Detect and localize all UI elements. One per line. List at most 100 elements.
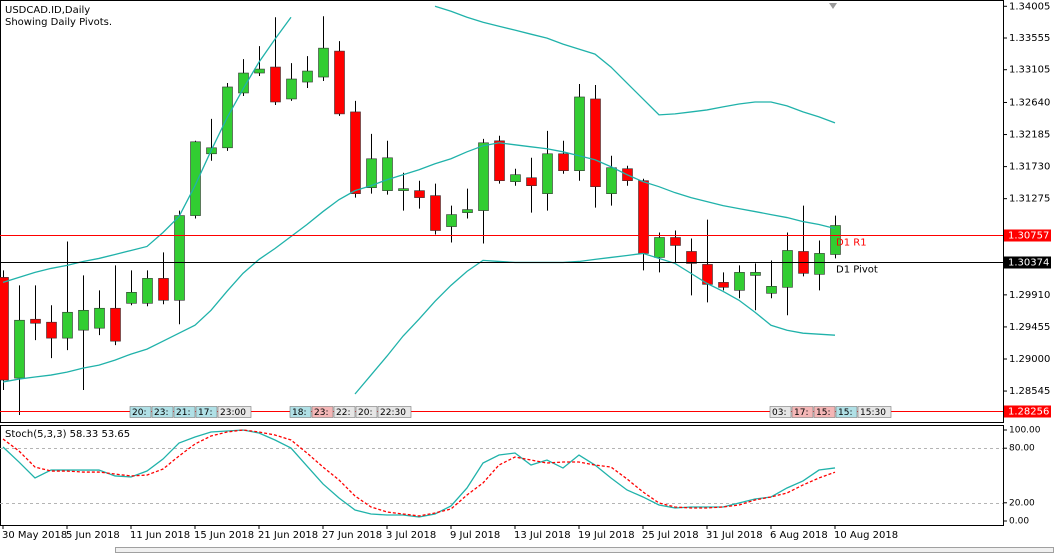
y-tick-label: 1.29000	[1009, 354, 1050, 365]
y-tick-label: 1.31275	[1009, 194, 1050, 205]
time-marker-label: 15:	[816, 408, 830, 418]
candle-body	[542, 153, 553, 194]
x-tick-label: 31 Jul 2018	[706, 530, 763, 541]
time-marker-label: 23:	[154, 408, 168, 418]
x-tick-label: 21 Jun 2018	[258, 530, 318, 541]
time-marker-box	[195, 406, 218, 418]
x-tick-label: 27 Jun 2018	[322, 530, 382, 541]
series-line	[2, 5, 836, 284]
candle-body	[574, 96, 585, 171]
time-marker-box	[151, 406, 174, 418]
y-tick-label: 1.29455	[1009, 322, 1050, 333]
y-tick-label: 1.32185	[1009, 130, 1050, 141]
time-marker-box	[129, 406, 152, 418]
candle-body	[686, 251, 697, 264]
series-line	[2, 429, 836, 518]
candle-body	[494, 140, 505, 181]
time-marker-label: 23:00	[220, 408, 246, 418]
y-tick-label: 1.32640	[1009, 97, 1050, 108]
time-marker-label: 15:30	[860, 408, 886, 418]
shift-marker	[829, 3, 837, 9]
candle-body	[254, 68, 265, 74]
candle-body	[142, 278, 153, 304]
y-tick-label: 0.00	[1009, 516, 1029, 526]
level-label: D1 Pivot	[836, 265, 878, 276]
candle-body	[718, 282, 729, 288]
scrollbar[interactable]	[115, 547, 1054, 553]
time-marker-box	[769, 406, 792, 418]
main-panel-frame	[0, 0, 1004, 423]
time-marker-box	[857, 406, 892, 418]
time-marker-box	[217, 406, 252, 418]
y-tick-label: 100.00	[1009, 426, 1041, 436]
x-tick-label: 3 Jul 2018	[386, 530, 436, 541]
candle-body	[158, 278, 169, 301]
candle-body	[318, 47, 329, 78]
level-price-box	[1004, 229, 1051, 242]
x-tick-label: 30 May 2018	[2, 530, 67, 541]
x-tick-label: 5 Jun 2018	[66, 530, 120, 541]
y-tick-label: 1.29910	[1009, 290, 1050, 301]
level-price-box	[1004, 256, 1051, 269]
time-marker-label: 22:	[336, 408, 350, 418]
candle-body	[350, 111, 361, 194]
candle-body	[126, 292, 137, 304]
candle-body	[526, 177, 537, 187]
y-tick-label: 1.33105	[1009, 65, 1050, 76]
time-marker-label: 03:	[772, 408, 786, 418]
y-tick-label: 1.28545	[1009, 386, 1050, 397]
y-tick-label: 1.34005	[1009, 1, 1050, 12]
time-marker-box	[791, 406, 814, 418]
chart-title: USDCAD.ID,Daily	[5, 5, 90, 16]
candle-body	[286, 78, 297, 100]
candle-body	[446, 214, 457, 227]
overlay: 1.34005 1.33555 1.33105 1.32640 1.32185 1.317…	[0, 1, 1051, 541]
candle-body	[606, 167, 617, 194]
y-tick-label: 80.00	[1009, 444, 1035, 454]
x-tick-label: 9 Jul 2018	[450, 530, 500, 541]
time-marker-label: 20:	[358, 408, 372, 418]
stoch-title: Stoch(5,3,3) 58.33 53.65	[5, 429, 130, 440]
candle-body	[398, 188, 409, 191]
candle-body	[782, 250, 793, 288]
time-marker-box	[835, 406, 858, 418]
time-marker-box	[289, 406, 312, 418]
candle-body	[62, 311, 73, 339]
candle-body	[174, 215, 185, 301]
candle-body	[0, 277, 9, 381]
time-marker-box	[311, 406, 334, 418]
series-line	[354, 252, 836, 395]
candle-body	[414, 190, 425, 198]
candle-body	[190, 141, 201, 216]
candle-body	[558, 153, 569, 171]
series-line	[2, 142, 836, 383]
candle-body	[590, 98, 601, 187]
candle-body	[766, 286, 777, 294]
time-marker-box	[355, 406, 378, 418]
level-price-label: 1.30757	[1008, 231, 1049, 242]
candle-body	[110, 307, 121, 342]
candle-body	[430, 195, 441, 231]
candle-body	[462, 209, 473, 213]
candle-body	[366, 158, 377, 188]
time-marker-label: 23:	[314, 408, 328, 418]
candle-body	[814, 253, 825, 275]
level-label: D1 R1	[836, 238, 867, 249]
candle-body	[510, 174, 521, 182]
time-marker-label: 22:30	[380, 408, 406, 418]
candle-body	[750, 272, 761, 276]
candle-body	[382, 157, 393, 191]
stoch-plot	[0, 429, 1003, 518]
x-tick-label: 13 Jul 2018	[514, 530, 571, 541]
time-marker-label: 17:	[198, 408, 212, 418]
y-tick-label: 1.33555	[1009, 33, 1050, 44]
candle-body	[238, 72, 249, 94]
time-marker-box	[377, 406, 412, 418]
candle-body	[702, 264, 713, 285]
candle-body	[654, 237, 665, 258]
x-tick-label: 10 Aug 2018	[834, 530, 898, 541]
candle-body	[302, 70, 313, 83]
level-price-label: 1.30374	[1008, 258, 1049, 269]
time-marker-box	[813, 406, 836, 418]
